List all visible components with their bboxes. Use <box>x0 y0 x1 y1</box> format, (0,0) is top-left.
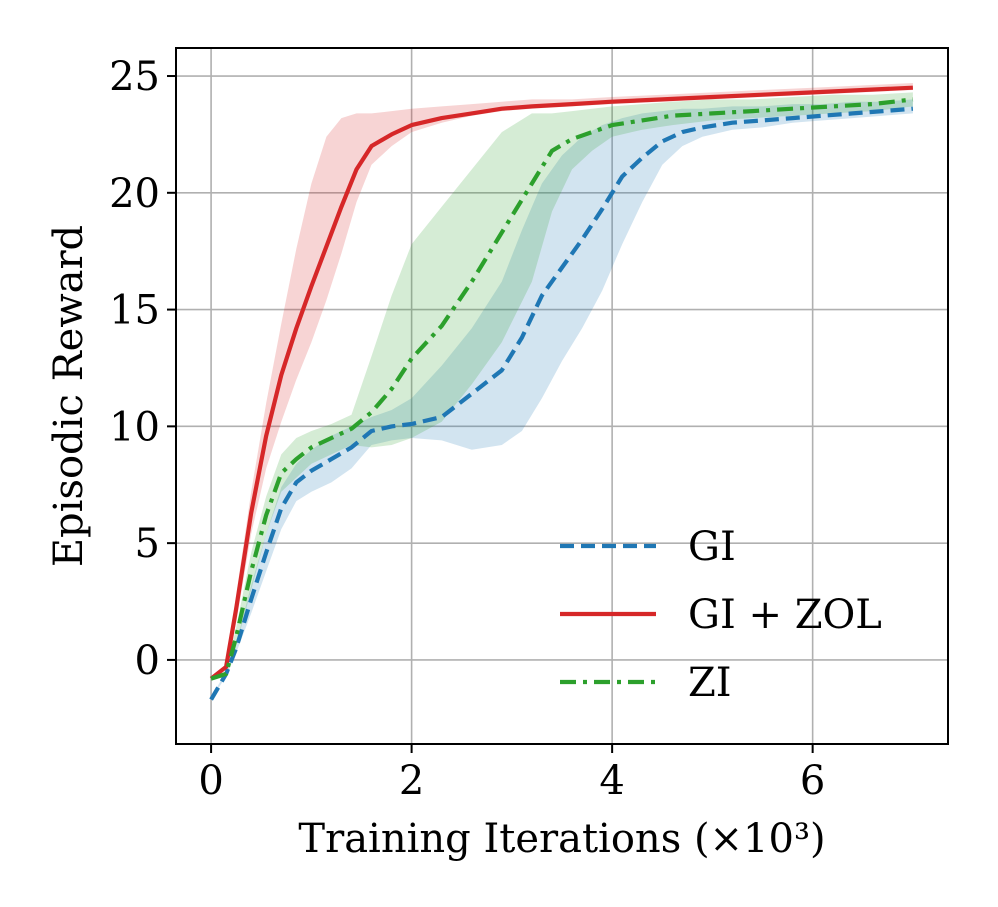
x-axis-label: Training Iterations (×10³) <box>298 816 825 862</box>
series-lines <box>209 85 914 701</box>
x-tick-label: 2 <box>399 758 424 804</box>
line-series-1 <box>209 85 913 681</box>
line-series-0 <box>209 106 914 701</box>
band-series-0 <box>211 99 913 700</box>
legend-label-1: GI + ZOL <box>688 592 882 638</box>
y-tick-label: 5 <box>135 521 160 567</box>
legend: GI GI + ZOL ZI <box>560 524 882 706</box>
y-axis-label: Episodic Reward <box>46 225 92 567</box>
legend-label-0: GI <box>688 524 736 570</box>
axis-ticks: 0 2 4 6 0 5 10 15 20 25 <box>109 54 825 804</box>
y-tick-label: 0 <box>135 638 160 684</box>
y-tick-label: 15 <box>109 288 160 334</box>
line-series-2 <box>210 97 914 681</box>
plot-frame <box>175 47 949 745</box>
y-tick-label: 10 <box>109 404 160 450</box>
confidence-bands <box>211 83 913 700</box>
legend-label-2: ZI <box>688 660 732 706</box>
x-tick-label: 4 <box>599 758 624 804</box>
y-tick-label: 20 <box>109 171 160 217</box>
y-tick-label: 25 <box>109 54 160 100</box>
x-tick-label: 6 <box>800 758 825 804</box>
x-tick-label: 0 <box>198 758 223 804</box>
